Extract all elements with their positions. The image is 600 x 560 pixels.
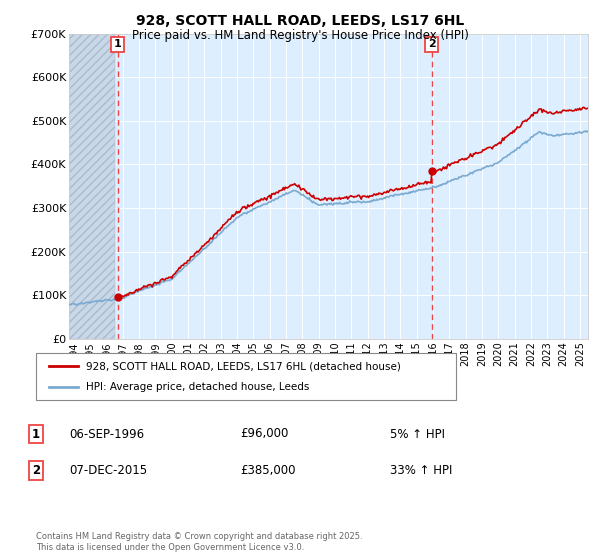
Text: 928, SCOTT HALL ROAD, LEEDS, LS17 6HL (detached house): 928, SCOTT HALL ROAD, LEEDS, LS17 6HL (d… bbox=[86, 361, 401, 371]
Text: HPI: Average price, detached house, Leeds: HPI: Average price, detached house, Leed… bbox=[86, 382, 310, 392]
Text: 5% ↑ HPI: 5% ↑ HPI bbox=[390, 427, 445, 441]
Text: £385,000: £385,000 bbox=[240, 464, 296, 477]
Text: 07-DEC-2015: 07-DEC-2015 bbox=[69, 464, 147, 477]
Text: 2: 2 bbox=[428, 39, 436, 49]
Text: 2: 2 bbox=[32, 464, 40, 477]
Text: Price paid vs. HM Land Registry's House Price Index (HPI): Price paid vs. HM Land Registry's House … bbox=[131, 29, 469, 42]
Text: 06-SEP-1996: 06-SEP-1996 bbox=[69, 427, 144, 441]
Text: 928, SCOTT HALL ROAD, LEEDS, LS17 6HL: 928, SCOTT HALL ROAD, LEEDS, LS17 6HL bbox=[136, 14, 464, 28]
Text: 1: 1 bbox=[114, 39, 122, 49]
Text: £96,000: £96,000 bbox=[240, 427, 289, 441]
Text: 1: 1 bbox=[32, 427, 40, 441]
FancyBboxPatch shape bbox=[36, 353, 456, 400]
Bar bbox=[69, 34, 115, 339]
Text: 33% ↑ HPI: 33% ↑ HPI bbox=[390, 464, 452, 477]
Text: Contains HM Land Registry data © Crown copyright and database right 2025.
This d: Contains HM Land Registry data © Crown c… bbox=[36, 532, 362, 552]
